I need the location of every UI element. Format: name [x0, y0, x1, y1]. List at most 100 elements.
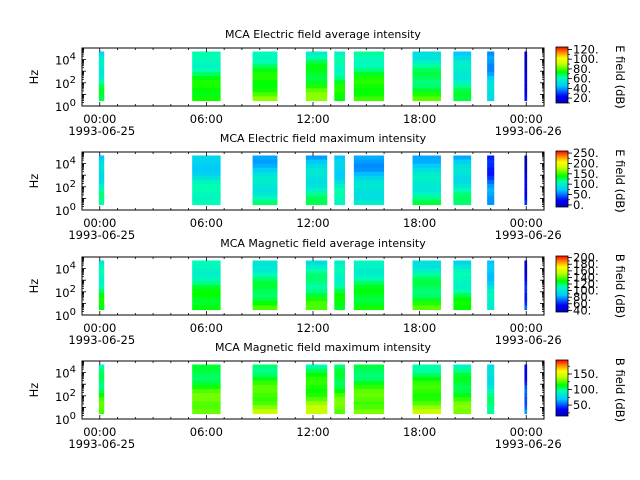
- frequency-band: [487, 88, 495, 93]
- frequency-band: [192, 372, 221, 378]
- colorbar-tick-label: 50.: [573, 188, 591, 202]
- colorbar-tick-label: 120.: [573, 42, 599, 56]
- frequency-band: [412, 293, 441, 298]
- frequency-band: [487, 376, 495, 382]
- x-tick-label: 12:00: [296, 425, 329, 439]
- frequency-band: [334, 405, 345, 410]
- frequency-band: [524, 384, 528, 390]
- frequency-band: [192, 80, 221, 85]
- frequency-band: [453, 175, 472, 181]
- frequency-band: [334, 305, 345, 311]
- frequency-band: [98, 272, 105, 278]
- frequency-band: [412, 301, 441, 306]
- frequency-band: [98, 268, 105, 274]
- frequency-band: [305, 67, 328, 73]
- colorbar-tick-label: 250.: [573, 146, 599, 160]
- frequency-band: [453, 280, 472, 286]
- frequency-band: [453, 405, 472, 410]
- frequency-band: [252, 372, 278, 378]
- frequency-band: [524, 59, 528, 65]
- frequency-band: [192, 75, 221, 81]
- frequency-band: [453, 364, 472, 370]
- frequency-band: [252, 71, 278, 77]
- frequency-band: [334, 71, 345, 77]
- frequency-band: [453, 372, 472, 378]
- frequency-band: [305, 276, 328, 282]
- frequency-band: [334, 59, 345, 65]
- colorbar-tick-label: 60.: [573, 297, 591, 311]
- frequency-band: [305, 284, 328, 290]
- frequency-band: [353, 63, 385, 69]
- frequency-band: [412, 51, 441, 57]
- frequency-band: [412, 171, 441, 177]
- frequency-band: [524, 289, 528, 294]
- y-tick-label: 104: [55, 156, 76, 172]
- frequency-band: [252, 80, 278, 85]
- frequency-band: [524, 175, 528, 181]
- colorbar-tick-label: 40.: [573, 81, 591, 95]
- frequency-band: [334, 301, 345, 306]
- frequency-band: [353, 59, 385, 65]
- frequency-band: [353, 92, 385, 97]
- frequency-band: [353, 51, 385, 57]
- data-segment: [192, 364, 221, 415]
- frequency-band: [192, 409, 221, 415]
- frequency-band: [412, 92, 441, 97]
- frequency-band: [412, 380, 441, 386]
- frequency-band: [524, 364, 528, 370]
- frequency-band: [453, 155, 472, 161]
- data-segment: [334, 364, 345, 415]
- frequency-band: [487, 264, 495, 270]
- frequency-band: [524, 84, 528, 89]
- colorbar: [555, 359, 569, 417]
- colorbar-tick-label: 150.: [573, 167, 599, 181]
- frequency-band: [487, 92, 495, 97]
- frequency-band: [334, 75, 345, 81]
- frequency-band: [334, 92, 345, 97]
- frequency-band: [252, 192, 278, 197]
- frequency-band: [252, 268, 278, 274]
- frequency-band: [524, 280, 528, 286]
- frequency-band: [252, 171, 278, 177]
- x-tick-label: 18:00: [403, 321, 436, 335]
- colorbar-tick-label: 100.: [573, 177, 599, 191]
- data-segment: [252, 51, 278, 102]
- frequency-band: [524, 284, 528, 290]
- frequency-band: [453, 188, 472, 193]
- frequency-band: [98, 96, 105, 102]
- frequency-band: [453, 305, 472, 311]
- frequency-band: [353, 297, 385, 302]
- frequency-band: [524, 276, 528, 282]
- frequency-band: [353, 188, 385, 193]
- frequency-band: [353, 260, 385, 266]
- colorbar-tick-label: 160.: [573, 264, 599, 278]
- frequency-band: [192, 163, 221, 169]
- frequency-band: [252, 179, 278, 185]
- frequency-band: [412, 75, 441, 81]
- frequency-band: [524, 163, 528, 169]
- frequency-band: [487, 380, 495, 386]
- x-tick-label: 00:00: [83, 216, 116, 230]
- frequency-band: [334, 80, 345, 85]
- frequency-band: [353, 55, 385, 61]
- frequency-band: [192, 171, 221, 177]
- frequency-band: [334, 196, 345, 201]
- frequency-band: [305, 260, 328, 266]
- frequency-band: [353, 280, 385, 286]
- frequency-band: [334, 397, 345, 402]
- data-segment: [98, 364, 105, 415]
- frequency-band: [98, 393, 105, 398]
- data-segment: [524, 51, 528, 102]
- frequency-band: [412, 284, 441, 290]
- frequency-band: [252, 188, 278, 193]
- frequency-band: [524, 51, 528, 57]
- frequency-band: [412, 264, 441, 270]
- x-tick-label: 12:00: [296, 321, 329, 335]
- frequency-band: [524, 297, 528, 302]
- frequency-band: [353, 88, 385, 93]
- frequency-band: [192, 284, 221, 290]
- frequency-band: [412, 409, 441, 415]
- frequency-band: [334, 268, 345, 274]
- frequency-band: [412, 175, 441, 181]
- panel-2: MCA Electric field maximum intensity Hz 10…: [27, 132, 627, 242]
